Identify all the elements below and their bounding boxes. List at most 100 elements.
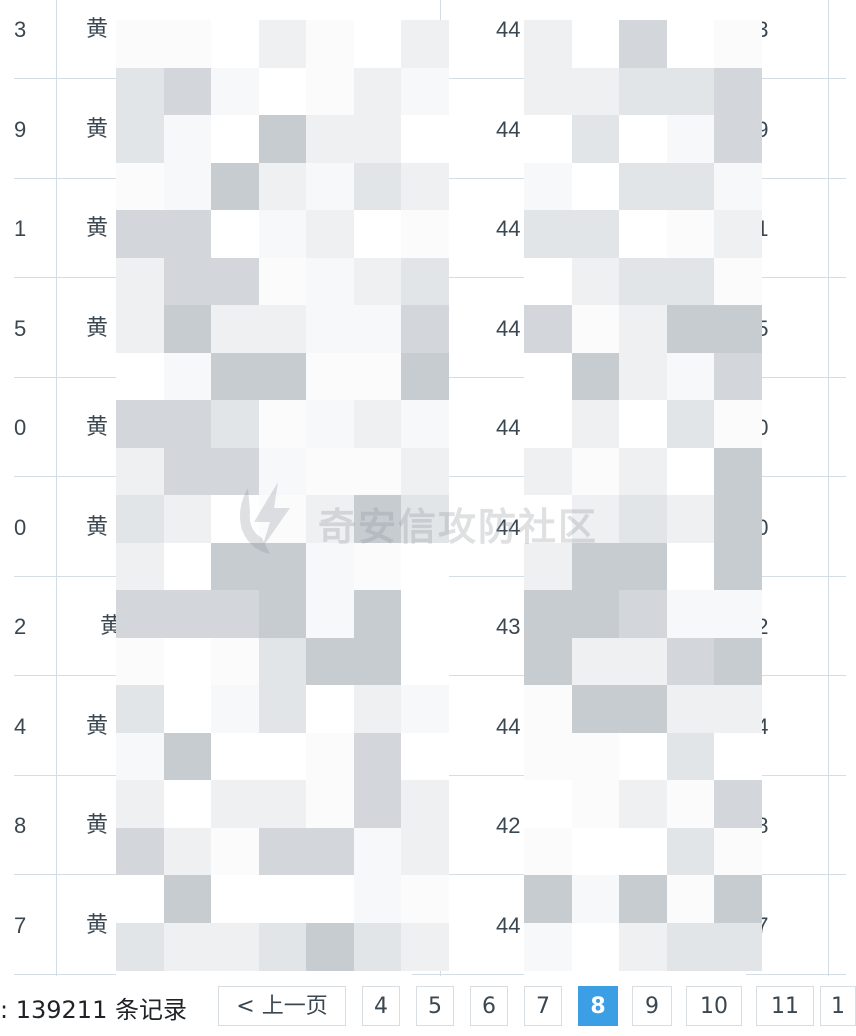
mosaic-tile — [571, 542, 620, 591]
mosaic-tile — [116, 495, 164, 543]
mosaic-tile — [714, 637, 762, 686]
mosaic-tile — [714, 542, 762, 591]
cell-number: 44 — [496, 17, 521, 42]
mosaic-tile — [401, 352, 449, 401]
page-button[interactable]: 5 — [416, 986, 454, 1026]
cell-name: 黄 — [86, 713, 109, 739]
cell-number: 44 — [496, 116, 521, 142]
mosaic-tile — [619, 637, 667, 686]
mosaic-tile — [211, 827, 259, 876]
mosaic-tile — [211, 305, 259, 353]
mosaic-tile — [619, 400, 667, 448]
mosaic-tile — [666, 922, 715, 971]
cell-name: 黄 — [86, 315, 109, 341]
mosaic-tile — [306, 305, 354, 353]
mosaic-tile — [401, 685, 449, 733]
mosaic-tile — [258, 447, 307, 496]
mosaic-tile — [571, 732, 620, 781]
page-button[interactable]: 4 — [362, 986, 400, 1026]
mosaic-tile — [211, 495, 259, 543]
mosaic-tile — [353, 827, 402, 876]
cell-number: 43 — [496, 614, 521, 639]
mosaic-tile — [524, 780, 572, 828]
mosaic-tile — [401, 257, 449, 306]
mosaic-tile — [401, 590, 449, 638]
mosaic-tile — [571, 400, 620, 448]
mosaic-tile — [163, 542, 212, 591]
mosaic-tile — [353, 685, 402, 733]
page-button[interactable]: 10 — [686, 986, 742, 1026]
page-button[interactable]: 7 — [524, 986, 562, 1026]
mosaic-tile — [258, 257, 307, 306]
mosaic-tile — [714, 115, 762, 163]
mosaic-tile — [524, 352, 572, 401]
mosaic-tile — [116, 210, 164, 258]
prev-page-button[interactable]: < 上一页 — [218, 986, 346, 1026]
mosaic-tile — [524, 637, 572, 686]
mosaic-tile — [619, 922, 667, 971]
mosaic-tile — [619, 827, 667, 876]
mosaic-tile — [163, 780, 212, 828]
mosaic-tile — [401, 305, 449, 353]
mosaic-tile — [116, 922, 164, 971]
page-button[interactable]: 6 — [470, 986, 508, 1026]
page-button[interactable]: 9 — [632, 986, 672, 1026]
total-records-label: : 139211 条记录 — [0, 996, 187, 1024]
mosaic-tile — [666, 67, 715, 116]
mosaic-tile — [258, 495, 307, 543]
mosaic-tile — [306, 922, 354, 971]
mosaic-tile — [353, 305, 402, 353]
mosaic-tile — [306, 400, 354, 448]
cell-name: 黄 — [86, 216, 109, 241]
cell-id: 4 — [14, 713, 27, 739]
page-button[interactable]: 8 — [578, 986, 618, 1026]
cell-number: 44 — [496, 415, 521, 440]
mosaic-tile — [306, 780, 354, 828]
mosaic-tile — [401, 115, 449, 163]
mosaic-tile — [258, 352, 307, 401]
mosaic-tile — [258, 827, 307, 876]
mosaic-tile — [211, 67, 259, 116]
mosaic-tile — [211, 590, 259, 638]
mosaic-tile — [714, 400, 762, 448]
mosaic-tile — [353, 495, 402, 543]
pixelated-mosaic-right — [524, 0, 762, 976]
mosaic-tile — [524, 400, 572, 448]
mosaic-tile — [619, 115, 667, 163]
mosaic-tile — [163, 352, 212, 401]
mosaic-tile — [258, 305, 307, 353]
mosaic-tile — [714, 305, 762, 353]
mosaic-tile — [163, 732, 212, 781]
mosaic-tile — [163, 495, 212, 543]
mosaic-tile — [211, 922, 259, 971]
mosaic-tile — [306, 495, 354, 543]
mosaic-tile — [714, 67, 762, 116]
cell-id: 5 — [14, 315, 27, 341]
mosaic-tile — [524, 115, 572, 163]
mosaic-tile — [211, 732, 259, 781]
mosaic-tile — [211, 20, 259, 68]
mosaic-tile — [524, 447, 572, 496]
mosaic-tile — [211, 875, 259, 923]
page-button[interactable]: 1 — [820, 986, 856, 1026]
mosaic-tile — [306, 352, 354, 401]
mosaic-tile — [163, 162, 212, 211]
mosaic-tile — [116, 447, 164, 496]
mosaic-tile — [211, 115, 259, 163]
mosaic-tile — [666, 257, 715, 306]
cell-id: 1 — [14, 216, 27, 241]
mosaic-tile — [666, 162, 715, 211]
mosaic-tile — [401, 210, 449, 258]
mosaic-tile — [116, 305, 164, 353]
mosaic-tile — [524, 305, 572, 353]
mosaic-tile — [619, 732, 667, 781]
mosaic-tile — [524, 590, 572, 638]
mosaic-tile — [116, 400, 164, 448]
cell-number: 44 — [496, 315, 521, 341]
mosaic-tile — [619, 495, 667, 543]
page-button[interactable]: 11 — [756, 986, 814, 1026]
mosaic-tile — [353, 67, 402, 116]
mosaic-tile — [571, 257, 620, 306]
cell-id: 2 — [14, 614, 27, 639]
